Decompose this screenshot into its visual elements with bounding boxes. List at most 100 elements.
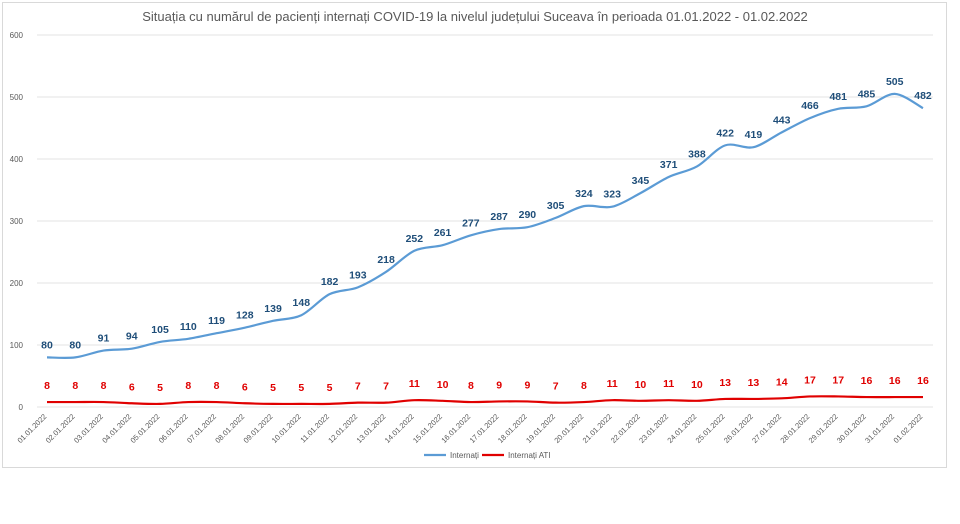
x-tick-label: 24.01.2022 [665,412,698,445]
data-label: 290 [519,209,537,221]
data-label: 11 [409,378,420,390]
data-label: 14 [776,376,788,388]
gridlines [37,34,933,408]
legend: Internați Internați ATI [424,451,551,460]
data-label: 16 [917,375,929,387]
data-label: 261 [434,227,452,239]
x-tick-label: 27.01.2022 [750,412,783,445]
chart-svg: Situația cu numărul de pacienți internaț… [10,9,933,460]
x-tick-label: 28.01.2022 [778,412,811,445]
data-label: 193 [349,269,367,281]
series-layer [46,92,924,406]
x-tick-label: 13.01.2022 [355,412,388,445]
data-label: 7 [383,381,389,393]
data-label: 16 [889,375,901,387]
data-label: 9 [496,379,502,391]
y-tick-label: 100 [10,341,24,350]
chart-title: Situația cu numărul de pacienți internaț… [142,9,808,24]
x-tick-label: 25.01.2022 [694,412,727,445]
y-axis: 0 100 200 300 400 500 600 [10,31,24,412]
data-label: 94 [126,331,138,343]
data-label: 277 [462,217,480,229]
x-tick-label: 22.01.2022 [609,412,642,445]
x-tick-label: 17.01.2022 [468,412,501,445]
data-label: 305 [547,200,565,212]
x-tick-label: 02.01.2022 [44,412,77,445]
data-label: 218 [377,254,395,266]
y-tick-label: 500 [10,93,24,102]
data-label: 466 [801,100,819,112]
data-label: 10 [635,379,647,391]
x-tick-label: 10.01.2022 [270,412,303,445]
data-label: 139 [264,303,282,315]
data-label: 443 [773,114,791,126]
data-label: 6 [129,381,135,393]
y-tick-label: 400 [10,155,24,164]
data-label: 5 [298,382,304,394]
data-label: 17 [832,374,844,386]
x-tick-label: 21.01.2022 [581,412,614,445]
data-label: 105 [151,324,169,336]
data-label: 482 [914,90,932,102]
data-label: 9 [524,379,530,391]
data-label: 324 [575,188,593,200]
x-tick-label: 26.01.2022 [722,412,755,445]
x-tick-label: 07.01.2022 [185,412,218,445]
x-tick-label: 15.01.2022 [411,412,444,445]
y-tick-label: 200 [10,279,24,288]
data-label: 8 [72,380,78,392]
y-tick-label: 600 [10,31,24,40]
x-tick-label: 04.01.2022 [100,412,133,445]
x-tick-label: 31.01.2022 [863,412,896,445]
data-label: 16 [861,375,873,387]
data-label: 371 [660,159,678,171]
series-line-internati [46,92,924,359]
data-label: 5 [270,382,276,394]
data-label: 252 [406,233,424,245]
data-label: 17 [804,374,816,386]
data-label: 10 [437,379,449,391]
x-tick-label: 18.01.2022 [496,412,529,445]
x-tick-label: 03.01.2022 [72,412,105,445]
x-tick-label: 29.01.2022 [807,412,840,445]
chart-area: Situația cu numărul de pacienți internaț… [2,2,947,468]
data-label: 11 [607,378,618,390]
data-label: 8 [468,380,474,392]
x-tick-label: 06.01.2022 [157,412,190,445]
data-label: 388 [688,148,706,160]
x-tick-label: 14.01.2022 [383,412,416,445]
legend-label: Internați ATI [508,451,551,460]
data-label: 110 [180,321,197,333]
data-label: 80 [69,339,81,351]
data-label: 8 [185,380,191,392]
y-tick-label: 0 [19,403,24,412]
data-label: 80 [41,339,53,351]
data-label: 287 [490,211,508,223]
data-label: 8 [44,380,50,392]
data-label: 8 [214,380,220,392]
data-label: 91 [98,333,110,345]
data-label: 11 [663,378,674,390]
y-tick-label: 300 [10,217,24,226]
data-label: 6 [242,381,248,393]
data-label: 485 [858,88,876,100]
data-label: 8 [581,380,587,392]
data-label: 182 [321,276,339,288]
data-label: 422 [716,127,734,139]
data-label: 13 [719,377,731,389]
x-tick-label: 16.01.2022 [439,412,472,445]
data-label: 148 [293,297,311,309]
data-label: 10 [691,379,703,391]
x-tick-label: 01.01.2022 [16,412,49,445]
data-label: 13 [748,377,760,389]
legend-label: Internați [450,451,479,460]
data-label: 7 [553,381,559,393]
x-tick-label: 23.01.2022 [637,412,670,445]
x-axis: 01.01.202202.01.202203.01.202204.01.2022… [16,412,925,445]
data-label: 128 [236,310,254,322]
data-label: 5 [327,382,333,394]
data-label: 419 [745,129,763,141]
x-tick-label: 30.01.2022 [835,412,868,445]
data-label: 5 [157,382,163,394]
x-tick-label: 05.01.2022 [129,412,162,445]
